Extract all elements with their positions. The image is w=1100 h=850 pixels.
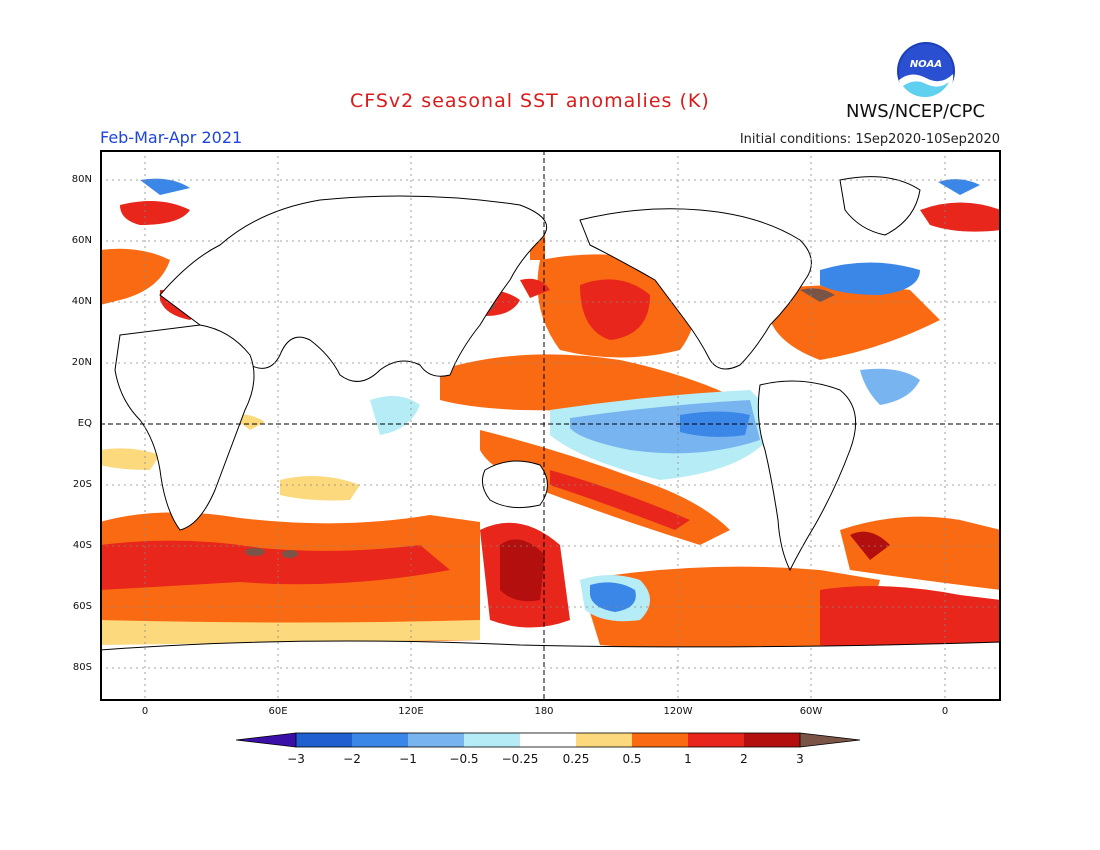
agency-label: NWS/NCEP/CPC bbox=[846, 101, 986, 122]
lon-label-120e: 120E bbox=[398, 706, 424, 717]
colorbar-swatch-9 bbox=[744, 733, 800, 747]
lat-label-20n: 20N bbox=[71, 357, 92, 368]
lat-label-40n: 40N bbox=[71, 296, 92, 307]
lon-label-0-west: 0 bbox=[141, 706, 149, 717]
minor-anomaly-patches bbox=[100, 396, 420, 501]
svg-text:NOAA: NOAA bbox=[910, 59, 942, 70]
south-pacific-warm-band bbox=[480, 430, 730, 545]
lat-label-60s: 60S bbox=[72, 601, 92, 612]
noaa-logo: NOAA bbox=[897, 42, 955, 102]
colorbar-swatch-7 bbox=[632, 733, 688, 747]
colorbar bbox=[236, 732, 861, 748]
chart-title: CFSv2 seasonal SST anomalies (K) bbox=[350, 90, 710, 112]
graticule bbox=[100, 150, 1001, 701]
colorbar-label-pos025: 0.25 bbox=[562, 752, 590, 766]
colorbar-label-neg025: −0.25 bbox=[501, 752, 539, 766]
colorbar-swatch-1 bbox=[296, 733, 352, 747]
colorbar-swatch-4 bbox=[464, 733, 520, 747]
south-pacific-cold-patch bbox=[580, 575, 650, 622]
colorbar-arrow-high bbox=[800, 733, 860, 747]
colorbar-label-neg3: −3 bbox=[287, 752, 305, 766]
colorbar-swatch-6 bbox=[576, 733, 632, 747]
lon-label-60w: 60W bbox=[799, 706, 823, 717]
continents bbox=[100, 176, 1001, 701]
colorbar-label-neg2: −2 bbox=[343, 752, 361, 766]
colorbar-label-pos1: 1 bbox=[684, 752, 692, 766]
colorbar-swatch-8 bbox=[688, 733, 744, 747]
colorbar-label-pos05: 0.5 bbox=[622, 752, 642, 766]
lat-label-20s: 20S bbox=[72, 479, 92, 490]
lat-label-40s: 40S bbox=[72, 540, 92, 551]
lat-label-eq: EQ bbox=[77, 418, 92, 429]
colorbar-swatch-2 bbox=[352, 733, 408, 747]
equatorial-pacific-cold-tongue bbox=[550, 390, 780, 480]
colorbar-arrow-low bbox=[236, 733, 296, 747]
sst-anomaly-map bbox=[100, 150, 1001, 701]
north-atlantic-pattern bbox=[770, 179, 1001, 405]
colorbar-label-neg1: −1 bbox=[399, 752, 417, 766]
lon-label-120w: 120W bbox=[663, 706, 693, 717]
lat-label-80s: 80S bbox=[72, 662, 92, 673]
colorbar-swatch-5 bbox=[520, 733, 576, 747]
lon-label-0-east: 0 bbox=[941, 706, 949, 717]
colorbar-label-pos3: 3 bbox=[796, 752, 804, 766]
colorbar-label-neg05: −0.5 bbox=[449, 752, 479, 766]
colorbar-swatch-3 bbox=[408, 733, 464, 747]
colorbar-label-pos2: 2 bbox=[740, 752, 748, 766]
initial-conditions: Initial conditions: 1Sep2020-10Sep2020 bbox=[739, 132, 1000, 147]
lon-label-180: 180 bbox=[534, 706, 554, 717]
forecast-period: Feb-Mar-Apr 2021 bbox=[100, 128, 243, 147]
southern-ocean-warm-band bbox=[100, 512, 1001, 652]
map-frame bbox=[100, 150, 1001, 701]
lat-label-80n: 80N bbox=[71, 174, 92, 185]
lat-label-60n: 60N bbox=[71, 235, 92, 246]
lon-label-60e: 60E bbox=[268, 706, 288, 717]
